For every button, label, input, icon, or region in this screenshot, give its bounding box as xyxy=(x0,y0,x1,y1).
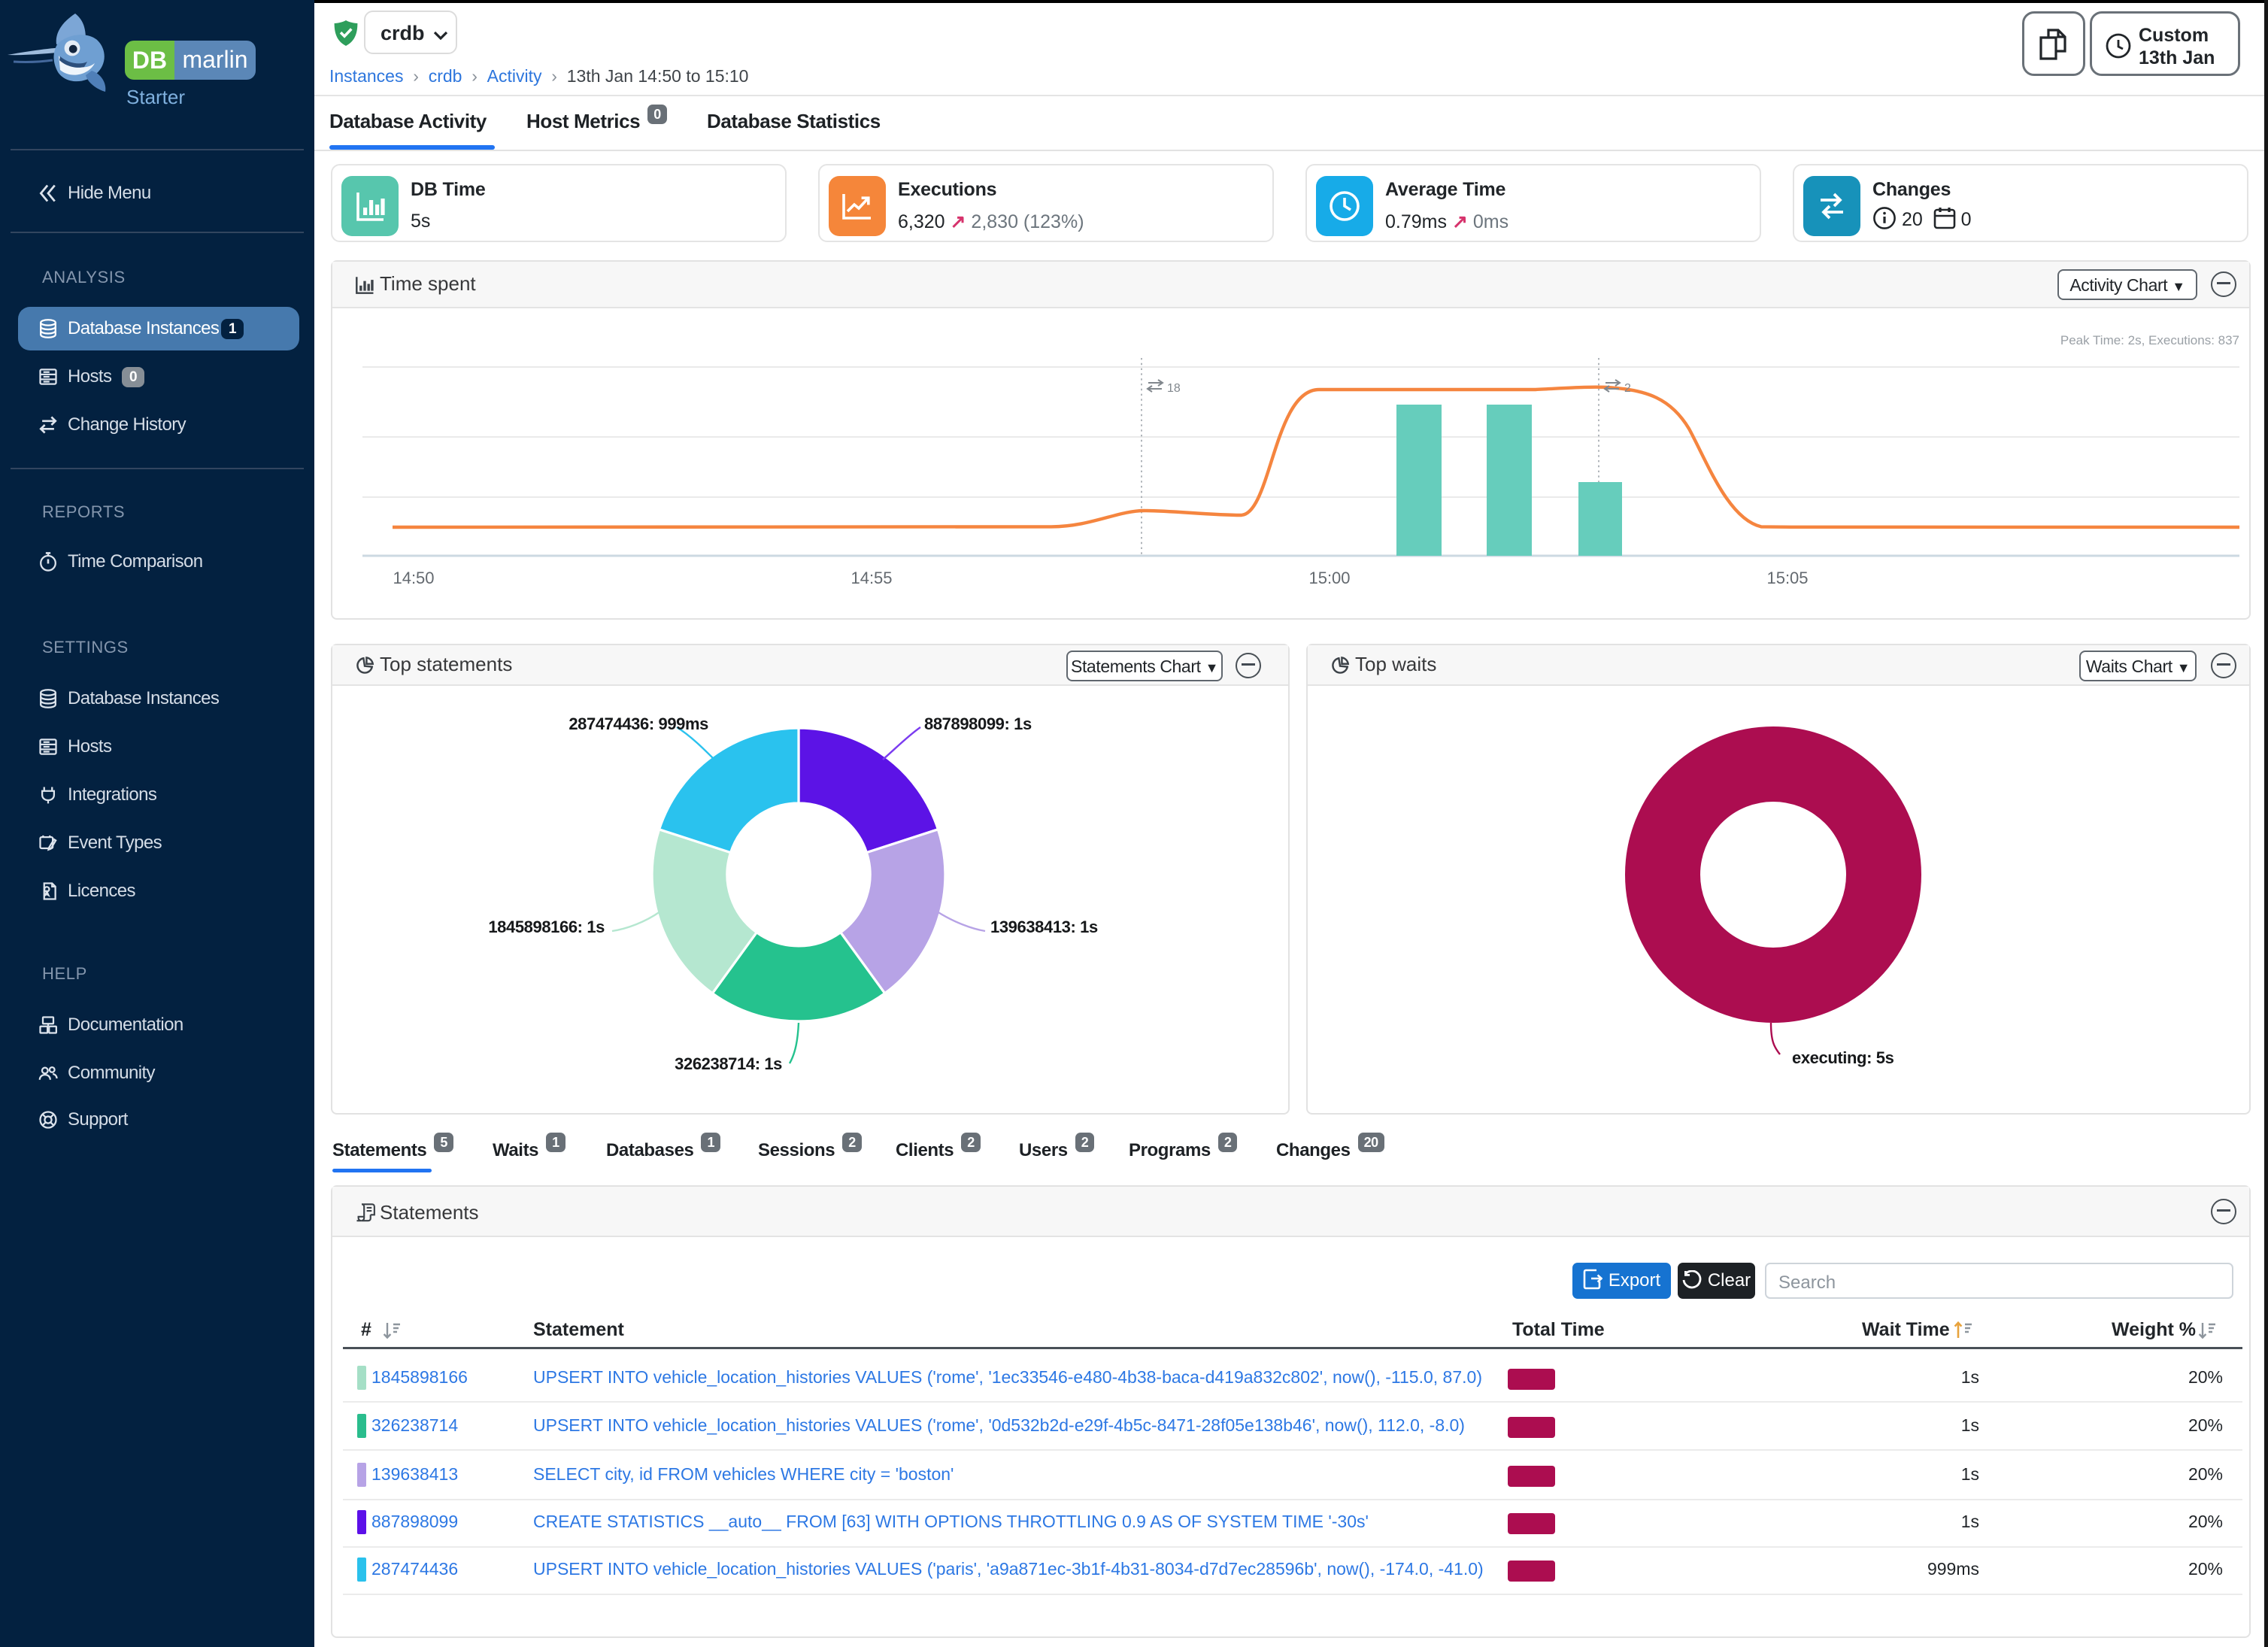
svg-text:14:55: 14:55 xyxy=(850,569,892,587)
svg-text:139638413: 1s: 139638413: 1s xyxy=(990,918,1098,936)
svg-text:Peak Time: 2s, Executions: 837: Peak Time: 2s, Executions: 837 xyxy=(2060,333,2239,347)
svg-text:14:50: 14:50 xyxy=(393,569,434,587)
svg-text:15:05: 15:05 xyxy=(1766,569,1808,587)
svg-text:326238714: 1s: 326238714: 1s xyxy=(675,1054,782,1073)
svg-text:executing: 5s: executing: 5s xyxy=(1792,1048,1894,1067)
svg-text:1845898166: 1s: 1845898166: 1s xyxy=(488,918,605,936)
svg-text:287474436: 999ms: 287474436: 999ms xyxy=(569,714,708,733)
svg-text:15:00: 15:00 xyxy=(1308,569,1350,587)
svg-text:18: 18 xyxy=(1167,382,1181,395)
svg-text:887898099: 1s: 887898099: 1s xyxy=(924,714,1032,733)
svg-text:2: 2 xyxy=(1624,382,1631,395)
